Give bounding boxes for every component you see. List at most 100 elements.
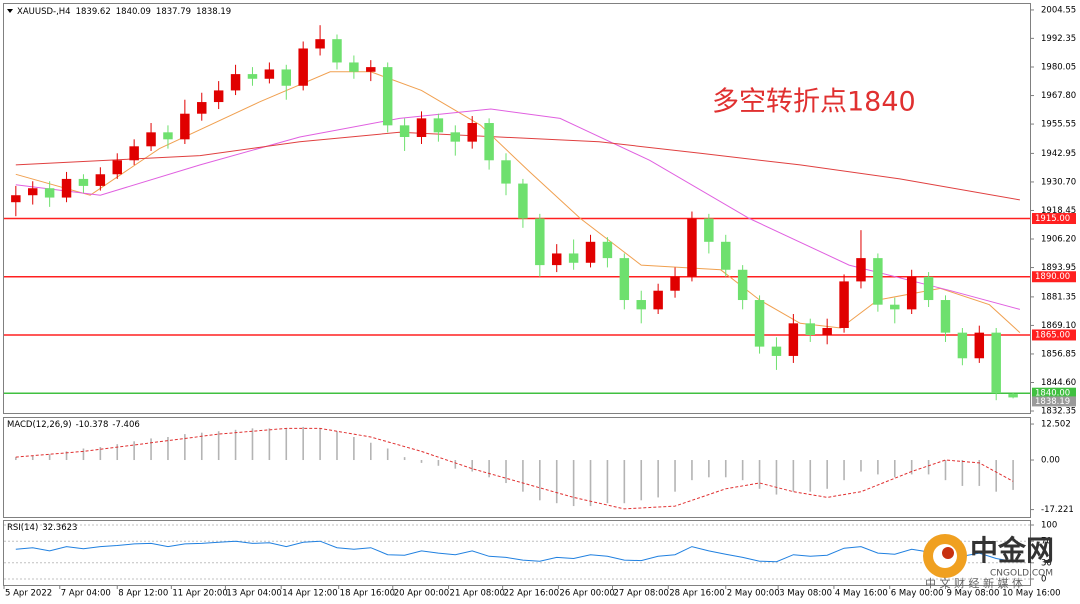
x-tick-label: 10 May 16:00 <box>1002 589 1060 599</box>
candle-body <box>771 346 782 356</box>
candle-body <box>315 39 325 49</box>
candle-body <box>856 258 866 282</box>
x-tick-label: 9 May 08:00 <box>946 589 999 599</box>
y-tick-label: 1992.35 <box>1041 34 1076 44</box>
y-tick-label: 1942.95 <box>1041 149 1076 159</box>
x-tick-label: 26 Apr 00:00 <box>559 589 614 599</box>
candle-body <box>146 132 156 147</box>
candle-body <box>180 113 190 140</box>
macd-pane <box>3 417 1031 518</box>
y-tick-label: 1869.10 <box>1041 321 1076 331</box>
x-tick-label: 8 Apr 12:00 <box>118 589 168 599</box>
candle-body <box>332 39 342 63</box>
candle-body <box>11 195 21 203</box>
candle-body <box>213 90 224 103</box>
candle-body <box>940 300 951 333</box>
candle-body <box>264 69 275 79</box>
candle-body <box>349 62 359 72</box>
y-tick-label: 1906.20 <box>1041 235 1076 245</box>
y-tick-label: 1893.95 <box>1041 263 1076 273</box>
candle-body <box>44 188 55 198</box>
level-tag <box>1032 213 1076 225</box>
candle-body <box>890 304 900 310</box>
candle-body <box>484 123 494 161</box>
annotation: 多空转折点1840 <box>712 87 916 118</box>
candle-body <box>95 174 106 186</box>
candle-body <box>585 241 596 263</box>
logo-core <box>942 547 954 559</box>
watermark: 中金网 CNGOLD.COM 中 文 财 经 新 媒 体 <box>923 534 1054 590</box>
macd-label: MACD(12,26,9) <box>7 420 72 430</box>
y-tick-label: 1918.45 <box>1041 206 1076 216</box>
header-value: 1837.79 <box>156 7 191 17</box>
main-pane <box>3 3 1031 414</box>
rsi-value: 32.3623 <box>42 523 77 533</box>
candle-body <box>501 160 511 184</box>
header-value: 1838.19 <box>196 7 231 17</box>
x-tick-label: 5 Apr 2022 <box>5 589 52 599</box>
y-tick-label: 0.00 <box>1041 456 1060 466</box>
level-label: 1890.00 <box>1035 272 1070 282</box>
macd-header: MACD(12,26,9) -10.378 -7.406 <box>7 420 140 430</box>
watermark-slogan: 中 文 财 经 新 媒 体 <box>925 576 1023 590</box>
menu-arrow <box>7 9 13 13</box>
candle-body <box>433 118 444 133</box>
level-label: 1840.00 <box>1035 389 1070 399</box>
candle-body <box>61 178 72 198</box>
macd-value: -10.378 <box>76 420 109 430</box>
candle-body <box>298 48 308 86</box>
candle-body <box>991 332 1001 394</box>
candle-body <box>129 146 139 161</box>
y-tick-label: 12.502 <box>1041 420 1071 430</box>
x-tick-label: 18 Apr 16:00 <box>340 589 395 599</box>
y-tick-label: 70 <box>1041 537 1052 547</box>
candle-body <box>568 253 579 263</box>
candle-body <box>230 74 241 91</box>
y-tick-label: 100 <box>1041 521 1057 531</box>
header-value: 1839.62 <box>76 7 111 17</box>
candle-body <box>28 188 38 196</box>
level-label: 1915.00 <box>1035 214 1070 224</box>
symbol: XAUUSD-,H4 <box>17 7 71 17</box>
y-tick-label: 0 <box>1041 575 1046 585</box>
candle-body <box>366 67 376 72</box>
candle-body <box>382 67 393 126</box>
candle-body <box>78 178 89 186</box>
header-value: 1840.09 <box>116 7 151 17</box>
candle-body <box>535 218 545 266</box>
x-tick-label: 22 Apr 16:00 <box>504 589 559 599</box>
level-tag <box>1032 271 1076 283</box>
x-tick-label: 11 Apr 20:00 <box>172 589 227 599</box>
candle-body <box>399 125 410 137</box>
level-tag <box>1032 329 1076 341</box>
x-tick-label: 28 Apr 16:00 <box>669 589 724 599</box>
rsi-label: RSI(14) <box>7 523 38 533</box>
level-tag <box>1032 387 1076 399</box>
candle-body <box>670 276 680 291</box>
candle-body <box>112 160 122 175</box>
y-tick-label: 1967.80 <box>1041 91 1076 101</box>
candle-body <box>754 300 765 347</box>
indicator-line <box>15 427 1014 510</box>
candle-body <box>957 332 968 359</box>
y-tick-label: 1881.35 <box>1041 292 1076 302</box>
candle-body <box>247 74 258 79</box>
candle-body <box>636 300 646 310</box>
y-tick-label: -17.221 <box>1041 505 1074 515</box>
candle-body <box>450 132 461 142</box>
candle-body <box>737 269 748 301</box>
rsi-header: RSI(14) 32.3623 <box>7 523 77 533</box>
candle-body <box>281 69 292 86</box>
price-tag <box>1032 396 1076 407</box>
candle-body <box>602 241 613 259</box>
x-tick-label: 6 May 00:00 <box>891 589 944 599</box>
candle-body <box>974 332 985 359</box>
y-tick-label: 1980.05 <box>1041 63 1076 73</box>
rsi-pane <box>3 520 1031 586</box>
y-tick-label: 1930.70 <box>1041 177 1076 187</box>
candle-body <box>822 327 832 335</box>
y-tick-label: 2004.55 <box>1041 5 1076 15</box>
macd-value: -7.406 <box>112 420 139 430</box>
